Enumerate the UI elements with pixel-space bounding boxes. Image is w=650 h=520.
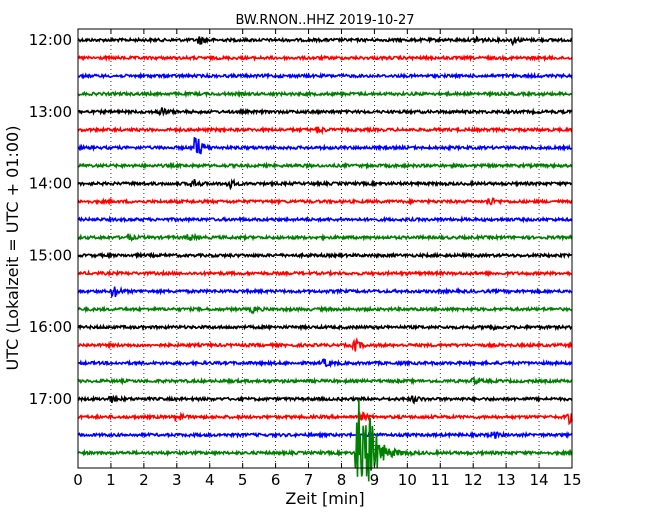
trace-16:15 <box>77 336 573 352</box>
x-tick-label: 9 <box>370 471 380 489</box>
trace-16:30 <box>77 358 573 369</box>
traces <box>77 35 573 482</box>
trace-14:45 <box>77 232 573 243</box>
plot-frame <box>77 28 573 469</box>
trace-17:30 <box>77 430 573 440</box>
y-tick-label: 17:00 <box>29 390 72 408</box>
x-tick-label: 7 <box>304 471 314 489</box>
x-tick-label: 14 <box>530 471 549 489</box>
trace-16:00 <box>77 323 573 332</box>
trace-14:30 <box>77 215 573 224</box>
chart-title: BW.RNON..HHZ 2019-10-27 <box>235 13 414 28</box>
x-tick-label: 13 <box>497 471 516 489</box>
x-tick-label: 1 <box>106 471 116 489</box>
y-tick-label: 13:00 <box>29 103 72 121</box>
trace-15:30 <box>77 285 573 299</box>
x-tick-label: 3 <box>172 471 182 489</box>
y-axis: 12:00 13:00 14:00 15:00 16:00 17:00 <box>29 31 83 408</box>
trace-15:15 <box>77 268 573 278</box>
trace-13:15 <box>77 125 573 136</box>
x-tick-label: 12 <box>464 471 483 489</box>
trace-14:15 <box>77 197 573 206</box>
y-tick-label: 14:00 <box>29 175 72 193</box>
trace-12:15 <box>77 53 573 63</box>
trace-17:45 <box>77 399 573 482</box>
x-tick-label: 0 <box>73 471 83 489</box>
x-tick-label: 11 <box>431 471 450 489</box>
trace-15:45 <box>77 305 573 315</box>
x-axis: 0 1 2 3 4 5 6 7 8 9 10 11 12 13 14 15 <box>73 29 582 489</box>
trace-12:45 <box>77 89 573 99</box>
trace-15:00 <box>77 251 573 260</box>
x-tick-label: 10 <box>398 471 417 489</box>
x-tick-label: 8 <box>337 471 347 489</box>
x-tick-label: 4 <box>205 471 215 489</box>
trace-17:00 <box>77 394 573 405</box>
x-tick-label: 2 <box>139 471 149 489</box>
trace-12:30 <box>77 71 573 80</box>
y-axis-label: UTC (Lokalzeit = UTC + 01:00) <box>3 126 22 371</box>
trace-17:15 <box>77 411 573 426</box>
trace-14:00 <box>77 177 573 191</box>
trace-13:45 <box>77 161 573 171</box>
x-axis-label: Zeit [min] <box>285 489 364 508</box>
y-tick-label: 12:00 <box>29 31 72 49</box>
y-tick-label: 15:00 <box>29 246 72 264</box>
trace-12:00 <box>77 35 573 47</box>
trace-13:30 <box>77 136 573 155</box>
x-tick-label: 15 <box>562 471 581 489</box>
x-tick-label: 5 <box>238 471 248 489</box>
x-tick-label: 6 <box>271 471 281 489</box>
y-tick-label: 16:00 <box>29 318 72 336</box>
trace-16:45 <box>77 375 573 386</box>
trace-13:00 <box>77 107 573 117</box>
